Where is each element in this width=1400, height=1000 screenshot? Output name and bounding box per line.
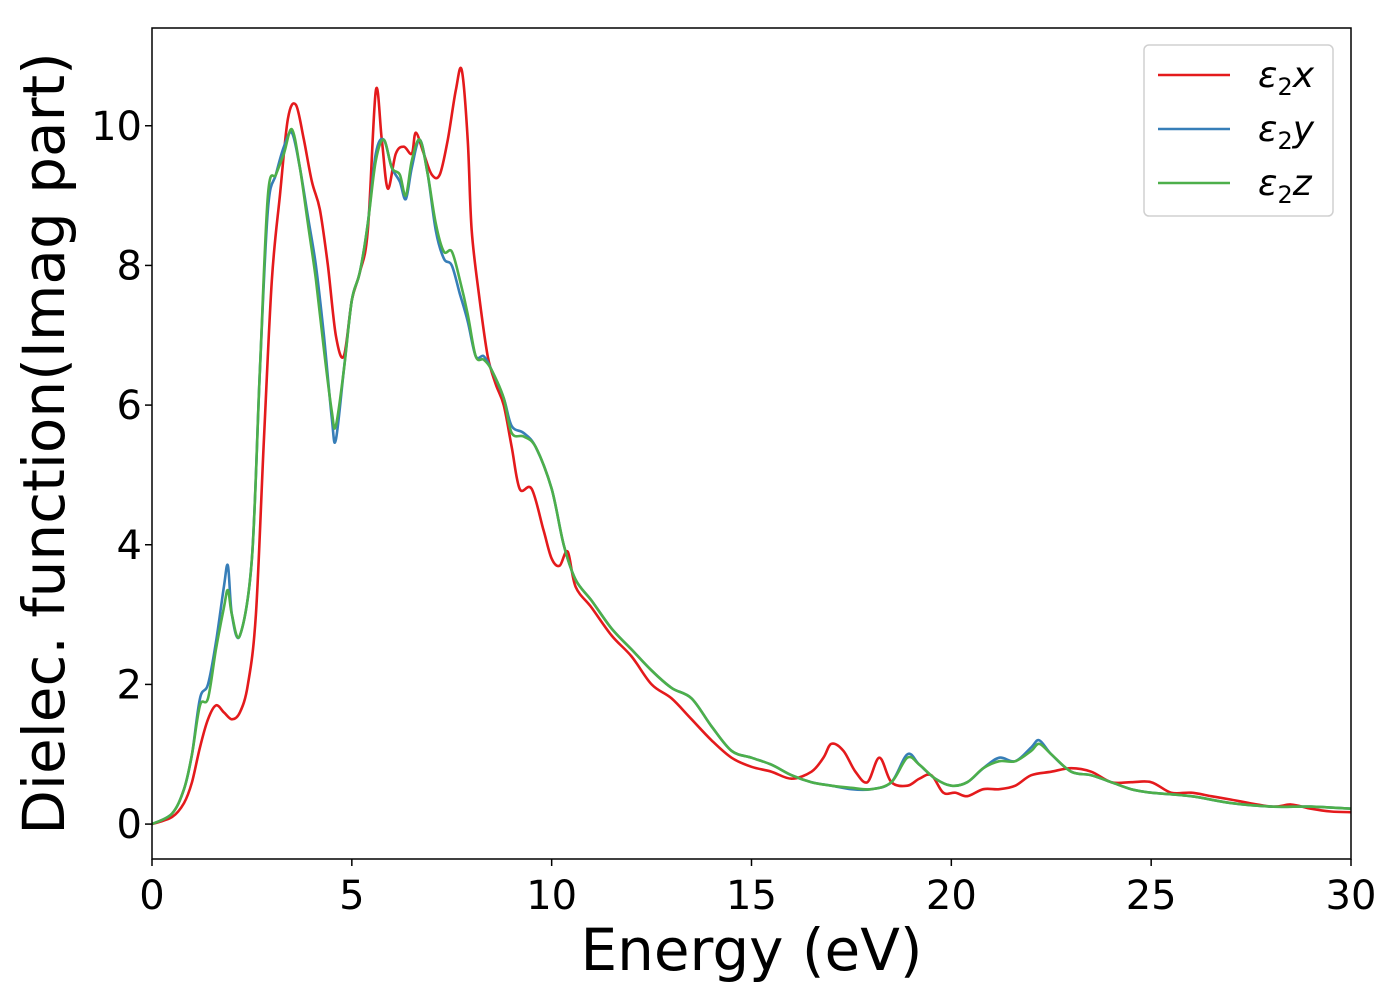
y-tick-label: 0 <box>117 802 142 848</box>
x-axis-ticks: 0 5 10 15 20 25 30 <box>139 859 1376 919</box>
legend-label-y: ε2y <box>1258 109 1315 155</box>
x-tick-label: 30 <box>1326 873 1377 919</box>
series-line-z <box>152 127 1351 826</box>
y-axis-label: Dielec. function(Imag part) <box>10 52 78 835</box>
series-line-x <box>152 66 1351 826</box>
plot-lines <box>152 66 1351 826</box>
x-tick-label: 20 <box>926 873 977 919</box>
y-tick-label: 6 <box>117 383 142 429</box>
legend-box <box>1143 44 1334 217</box>
legend-label-z: ε2z <box>1258 163 1313 209</box>
x-tick-label: 5 <box>339 873 364 919</box>
x-tick-label: 15 <box>726 873 777 919</box>
x-tick-label: 25 <box>1126 873 1177 919</box>
y-tick-label: 4 <box>117 523 142 569</box>
x-axis-label: Energy (eV) <box>580 916 922 984</box>
legend-label-x: ε2x <box>1258 55 1315 101</box>
legend: ε2x ε2y ε2z <box>1143 44 1334 217</box>
y-tick-label: 10 <box>91 104 142 150</box>
y-axis-ticks: 0 2 4 6 8 10 <box>91 104 152 848</box>
series-line-y <box>152 130 1351 826</box>
y-tick-label: 8 <box>117 243 142 289</box>
x-tick-label: 10 <box>526 873 577 919</box>
x-tick-label: 0 <box>139 873 164 919</box>
y-tick-label: 2 <box>117 662 142 708</box>
